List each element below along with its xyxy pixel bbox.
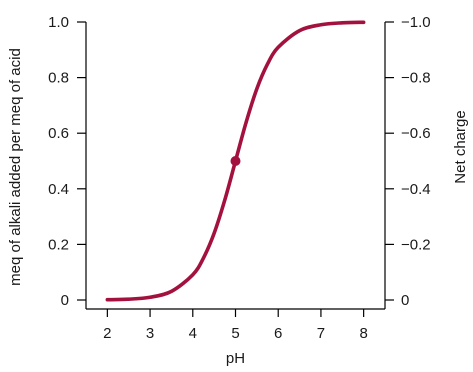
y2-tick-label: −0.8	[401, 70, 431, 87]
y-tick-label: 0	[61, 292, 69, 309]
y2-tick-label: −1.0	[401, 14, 431, 31]
y-axis-label: meq of alkali added per meq of acid	[7, 48, 24, 286]
series	[105, 20, 366, 302]
y2-tick-label: −0.2	[401, 236, 431, 253]
x-axis-label: pH	[226, 350, 245, 367]
x-tick-label: 7	[317, 325, 325, 342]
y-tick-label: 1.0	[48, 14, 69, 31]
y-tick-label: 0.8	[48, 70, 69, 87]
x-tick-label: 4	[189, 325, 197, 342]
x-tick-label: 2	[103, 325, 111, 342]
y2-tick-label: −0.4	[401, 181, 431, 198]
y2-axis-label: Net charge	[452, 110, 469, 183]
x-tick-label: 5	[231, 325, 239, 342]
y2-tick-label: −0.6	[401, 125, 431, 142]
y2-tick-label: 0	[401, 292, 409, 309]
y-tick-label: 0.4	[48, 181, 69, 198]
y-tick-label: 0.6	[48, 125, 69, 142]
x-tick-label: 8	[359, 325, 367, 342]
y-tick-label: 0.2	[48, 236, 69, 253]
x-tick-label: 6	[274, 325, 282, 342]
x-tick-label: 3	[146, 325, 154, 342]
ticks: 0 0.2 0.4 0.6 0.8 1.0 0 −0.2 −0.4 −0.6 −0.8 −1.0 2 3 4…	[48, 14, 430, 342]
midpoint-marker	[230, 156, 241, 166]
